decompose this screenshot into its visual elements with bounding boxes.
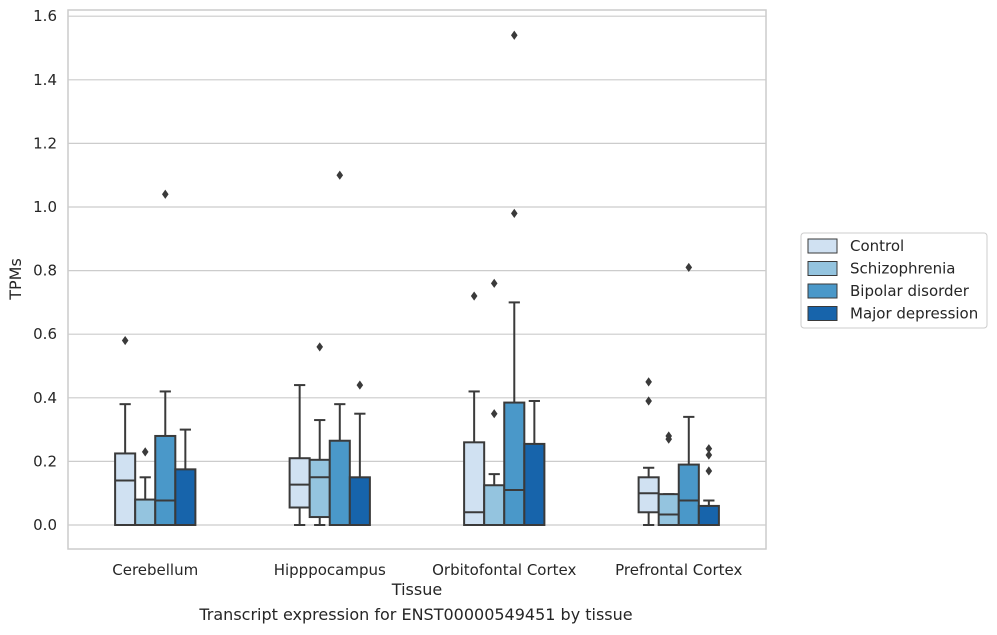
- outlier-point: [336, 170, 344, 180]
- legend-label: Schizophrenia: [850, 260, 955, 278]
- y-tick-label: 1.4: [33, 71, 57, 89]
- outlier-point: [705, 450, 713, 460]
- outlier-point: [316, 342, 324, 352]
- box-bipolar-disorder: [154, 189, 177, 526]
- box-major-depression: [348, 380, 371, 526]
- outlier-point: [685, 262, 693, 273]
- box-body: [657, 493, 680, 526]
- box-body: [697, 504, 720, 527]
- box-body: [483, 484, 506, 526]
- y-tick-label: 1.6: [33, 7, 57, 25]
- x-tick-label: Orbitofontal Cortex: [432, 561, 576, 579]
- y-tick-label: 0.4: [33, 389, 57, 407]
- x-tick-label: Hipppocampus: [274, 561, 386, 579]
- box-bipolar-disorder: [503, 30, 526, 527]
- box-body: [348, 476, 371, 526]
- plot-frame: [67, 9, 767, 550]
- legend-label: Bipolar disorder: [850, 282, 970, 300]
- x-axis-ticks: Cerebellum Hipppocampus Orbitofontal Corte…: [112, 561, 742, 579]
- y-axis-ticks: 0.0 0.2 0.4 0.6 0.8 1.0 1.2 1.4 1.6: [33, 7, 57, 534]
- box-schizophrenia: [134, 447, 157, 526]
- box-bipolar-disorder: [328, 170, 351, 527]
- box-body: [174, 468, 197, 527]
- box-control: [637, 377, 660, 526]
- legend-swatch: [807, 283, 838, 299]
- outlier-point: [665, 434, 673, 444]
- box-major-depression: [174, 428, 197, 527]
- box-body: [114, 452, 137, 527]
- x-axis-label: Tissue: [391, 580, 442, 599]
- legend: Control Schizophrenia Bipolar disorder Majo…: [800, 232, 988, 329]
- y-tick-label: 0.8: [33, 262, 57, 280]
- box-body: [328, 439, 351, 527]
- outlier-point: [510, 30, 518, 40]
- y-tick-label: 0.0: [33, 516, 57, 534]
- box-control: [463, 291, 486, 527]
- outlier-point: [470, 291, 478, 301]
- box-schizophrenia: [308, 342, 331, 526]
- legend-label: Control: [850, 237, 904, 255]
- box-body: [637, 476, 660, 514]
- y-tick-label: 0.6: [33, 325, 57, 343]
- outlier-point: [645, 377, 652, 387]
- outlier-point: [490, 409, 498, 419]
- outlier-point: [490, 278, 498, 288]
- outlier-point: [141, 447, 149, 457]
- box-body: [134, 498, 157, 526]
- y-tick-label: 1.0: [33, 198, 57, 216]
- chart-caption: Transcript expression for ENST0000054945…: [199, 605, 633, 624]
- outlier-point: [356, 380, 364, 390]
- boxes: [114, 30, 720, 527]
- legend-swatch: [807, 238, 838, 254]
- y-tick-label: 1.2: [33, 134, 57, 152]
- outlier-point: [645, 396, 652, 406]
- box-major-depression: [523, 399, 546, 526]
- box-bipolar-disorder: [677, 262, 700, 526]
- outlier-point: [705, 466, 713, 476]
- box-body: [288, 457, 311, 509]
- box-control: [114, 335, 137, 527]
- gridlines: [68, 15, 766, 526]
- legend-swatch: [807, 261, 838, 276]
- x-tick-label: Cerebellum: [112, 561, 198, 579]
- box-body: [463, 441, 486, 527]
- box-control: [288, 384, 311, 526]
- outlier-point: [121, 335, 129, 346]
- box-schizophrenia: [483, 278, 506, 526]
- box-body: [154, 434, 177, 526]
- outlier-point: [161, 189, 169, 199]
- box-body: [523, 442, 546, 526]
- box-body: [677, 463, 700, 526]
- legend-label: Major depression: [850, 305, 978, 323]
- legend-swatch: [807, 306, 838, 321]
- legend-frame: [800, 232, 988, 329]
- box-major-depression: [697, 444, 720, 527]
- y-axis-label: TPMs: [6, 258, 25, 301]
- box-body: [503, 401, 526, 527]
- y-tick-label: 0.2: [33, 452, 57, 470]
- x-tick-label: Prefrontal Cortex: [615, 561, 742, 579]
- box-body: [308, 458, 331, 519]
- box-schizophrenia: [657, 431, 680, 526]
- outlier-point: [510, 208, 518, 218]
- outlier-point: [705, 444, 713, 454]
